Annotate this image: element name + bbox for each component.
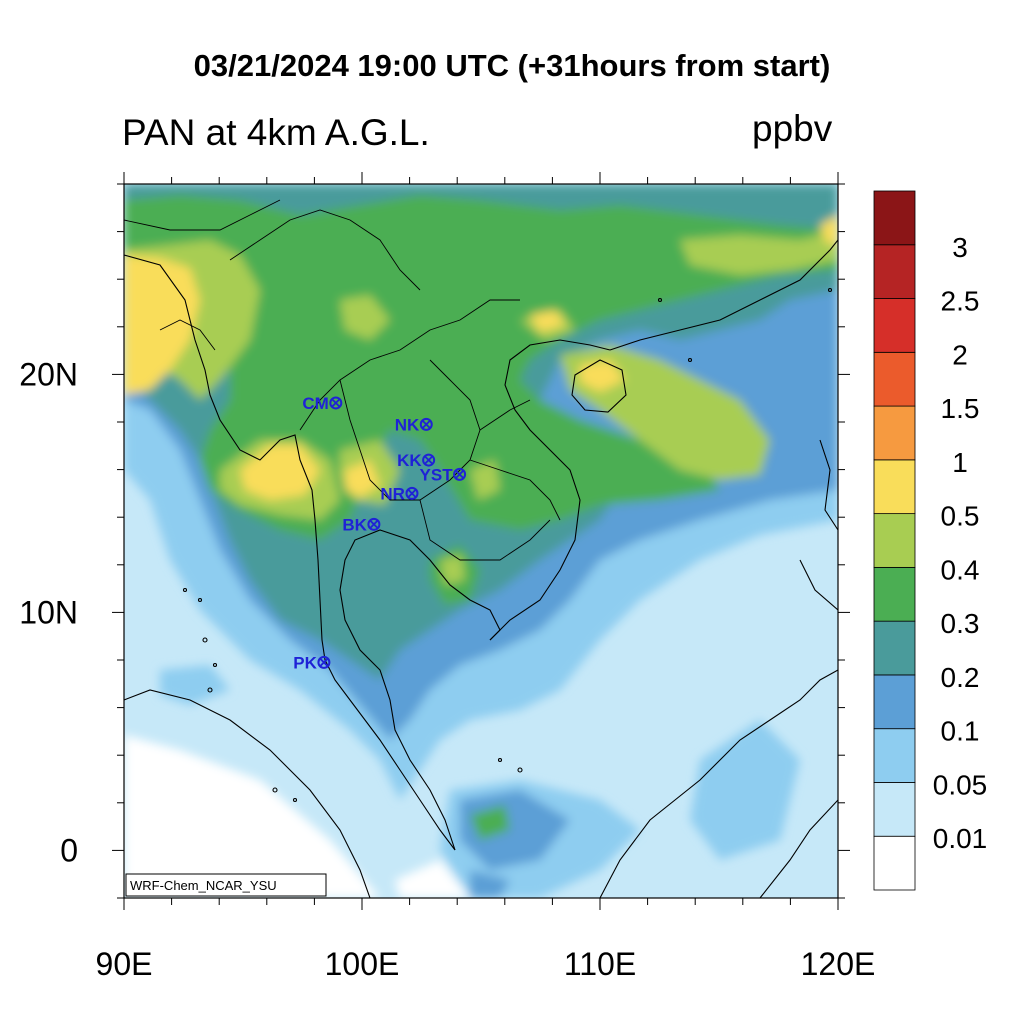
concentration-field — [124, 184, 838, 898]
y-tick-label: 0 — [60, 832, 78, 868]
colorbar-level-label: 0.3 — [941, 608, 980, 639]
station-nr: NR — [380, 484, 419, 503]
coastlines — [124, 199, 838, 898]
x-tick-label: 110E — [564, 946, 636, 982]
units-label: ppbv — [752, 108, 833, 149]
colorbar-swatch — [873, 513, 916, 568]
colorbar-swatch — [873, 244, 916, 299]
colorbar-swatch — [873, 782, 916, 837]
x-tick-label: 100E — [325, 946, 400, 982]
station-marker-icon — [453, 467, 467, 481]
station-bk: BK — [342, 515, 381, 534]
colorbar-level-label: 3 — [952, 232, 968, 263]
colorbar-level-label: 0.5 — [941, 501, 980, 532]
colorbar-level-label: 0.05 — [933, 769, 988, 800]
station-marker-icon — [329, 396, 343, 410]
model-credit-box: WRF-Chem_NCAR_YSU — [125, 873, 327, 897]
x-tick-label: 120E — [801, 946, 876, 982]
colorbar-swatch — [873, 351, 916, 407]
variable-label: PAN at 4km A.G.L. — [122, 112, 430, 153]
station-nk: NK — [395, 415, 433, 434]
station-label: KK — [397, 451, 422, 470]
colorbar-swatch — [873, 459, 916, 515]
station-marker-icon — [367, 517, 381, 531]
y-tick-label: 20N — [19, 356, 78, 392]
colorbar-level-label: 0.4 — [941, 554, 980, 585]
station-label: YST — [420, 465, 454, 484]
station-label: BK — [342, 515, 367, 534]
station-pk: PK — [293, 653, 331, 672]
station-label: NR — [380, 484, 405, 503]
model-credit: WRF-Chem_NCAR_YSU — [130, 878, 277, 893]
colorbar-swatch — [873, 405, 916, 461]
station-cm: CM — [302, 394, 343, 413]
station-label: PK — [293, 653, 317, 672]
map-frame — [123, 183, 839, 899]
plot-title: 03/21/2024 19:00 UTC (+31hours from star… — [193, 48, 831, 83]
colorbar-level-label: 2.5 — [941, 286, 980, 317]
colorbar-swatch — [873, 835, 916, 891]
colorbar-swatch — [873, 674, 916, 730]
colorbar-swatch — [873, 298, 916, 353]
axis-ticks — [112, 172, 850, 910]
station-marker-icon — [405, 486, 419, 500]
y-tick-label: 10N — [19, 594, 78, 630]
colorbar: 0.01 0.05 0.1 0.2 0.3 0.4 0.5 1 1.5 2 2.5 3 — [873, 190, 988, 891]
colorbar-level-label: 0.1 — [941, 716, 980, 747]
colorbar-level-label: 0.01 — [933, 823, 988, 854]
colorbar-level-label: 2 — [952, 339, 968, 370]
station-marker-icon — [422, 453, 436, 467]
colorbar-level-label: 0.2 — [941, 662, 980, 693]
axis-tick-labels: 90E 100E 110E 120E 0 10N 20N — [19, 356, 875, 982]
colorbar-swatch — [873, 620, 916, 676]
colorbar-swatch — [873, 728, 916, 783]
station-kk: KK — [397, 451, 436, 470]
colorbar-swatch — [873, 566, 916, 622]
station-marker-icon — [317, 655, 331, 669]
station-yst: YST — [420, 465, 467, 484]
station-label: NK — [395, 415, 420, 434]
station-marker-icon — [419, 417, 433, 431]
x-tick-label: 90E — [96, 946, 153, 982]
station-label: CM — [302, 394, 328, 413]
colorbar-level-label: 1 — [952, 447, 968, 478]
colorbar-swatch — [873, 190, 916, 246]
colorbar-level-label: 1.5 — [941, 393, 980, 424]
